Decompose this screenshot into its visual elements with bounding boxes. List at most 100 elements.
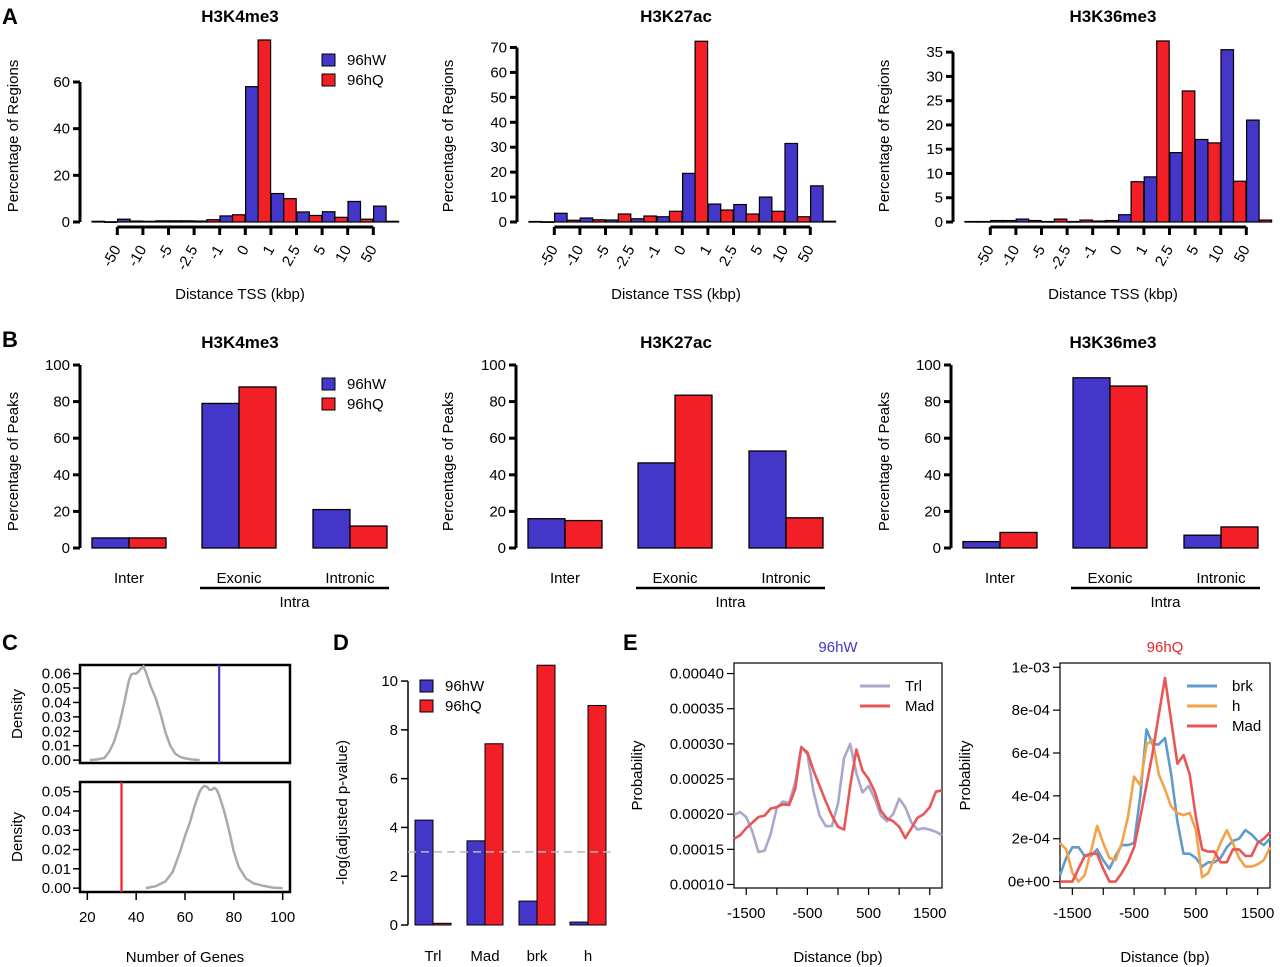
category-label: Exonic xyxy=(216,570,262,587)
x-tick-label: 10 xyxy=(1205,243,1228,266)
x-tick-label: -500 xyxy=(1119,905,1149,922)
bar-96hw xyxy=(681,172,696,223)
bar-96hw xyxy=(784,142,799,223)
bar-exonic-96hw xyxy=(201,402,240,549)
bar-96hq xyxy=(668,210,683,223)
bar-96hq xyxy=(1181,90,1196,223)
y-tick-label: 0.00040 xyxy=(670,666,724,683)
y-tick-label: 0.00030 xyxy=(670,736,724,753)
x-tick-label: -500 xyxy=(792,905,822,922)
bar-intronic-96hq xyxy=(1220,526,1259,549)
x-axis-title: Distance TSS (kbp) xyxy=(611,286,741,303)
y-tick-label: 60 xyxy=(53,74,70,91)
bar-96hq xyxy=(694,40,709,223)
series-line-brk xyxy=(1058,728,1271,876)
bar-trl-96hw xyxy=(414,819,434,926)
bar-96hw xyxy=(193,220,208,223)
panel-letter-d: D xyxy=(333,630,349,655)
bar-inter-96hq xyxy=(564,519,603,549)
bar-96hq xyxy=(155,220,169,223)
y-tick-label: 0 xyxy=(499,214,507,231)
bar-96hq xyxy=(822,220,837,223)
y-tick-label: 4e-04 xyxy=(1012,788,1050,805)
bar-exonic-96hw xyxy=(637,462,676,549)
bar-96hq xyxy=(1258,219,1273,223)
y-tick-label: 40 xyxy=(924,467,941,484)
series-line-mad xyxy=(733,746,943,840)
bar-96hq xyxy=(1130,181,1145,223)
chart-title: H3K36me3 xyxy=(1070,7,1157,26)
x-tick-label: 80 xyxy=(225,909,242,926)
bar-intronic-96hw xyxy=(748,450,787,549)
y-axis-title: Probability xyxy=(957,740,974,811)
category-label: Inter xyxy=(114,570,144,587)
y-axis-title: Percentage of Regions xyxy=(876,60,893,213)
bar-96hq xyxy=(617,213,632,223)
plot-frame xyxy=(78,780,292,894)
y-tick-label: 2e-04 xyxy=(1012,831,1050,848)
legend-label: 96hQ xyxy=(445,698,482,715)
x-tick-label: -10 xyxy=(562,243,588,270)
bar-96hq xyxy=(308,214,323,223)
x-tick-label: -2.5 xyxy=(1047,243,1075,274)
bar-96hw xyxy=(707,203,722,223)
x-tick-label: -50 xyxy=(99,243,125,270)
legend-label: 96hQ xyxy=(347,396,384,413)
y-tick-label: 0 xyxy=(933,540,941,557)
panel-letter-a: A xyxy=(2,4,18,29)
y-tick-label: 0.00 xyxy=(42,880,71,897)
bar-96hq xyxy=(129,220,144,223)
bar-96hw xyxy=(1117,214,1132,223)
legend-swatch-96hw xyxy=(321,53,336,67)
y-tick-label: 5 xyxy=(935,190,943,207)
chart-motif-distance-96hw: 96hW 0.00010 0.00015 0.00020 0.00025 0.00030 0… xyxy=(629,639,946,966)
chart-h3k4me3-peaks: H3K4me3 Percentage of Peaks 0 20 40 60 80 100 In… xyxy=(5,333,389,611)
bar-inter-96hw xyxy=(91,537,130,549)
legend-swatch-96hq xyxy=(419,699,434,713)
bar-inter-96hw xyxy=(962,540,1001,549)
y-tick-label: 0.00 xyxy=(42,752,71,769)
x-tick-label: 1500 xyxy=(1241,905,1274,922)
y-axis-title: Percentage of Peaks xyxy=(876,392,893,531)
bar-96hq xyxy=(283,198,297,223)
bar-96hw xyxy=(347,200,362,223)
category-label: Trl xyxy=(425,948,442,965)
bar-96hq xyxy=(180,220,195,223)
legend-label: brk xyxy=(1232,678,1253,695)
y-tick-label: 80 xyxy=(489,394,506,411)
y-tick-label: 20 xyxy=(53,503,70,520)
bar-96hw xyxy=(1041,220,1055,223)
y-tick-label: 40 xyxy=(53,467,70,484)
bar-96hw xyxy=(964,220,979,223)
chart-title: 96hW xyxy=(818,639,858,656)
x-tick-label: -2.5 xyxy=(174,243,202,274)
x-tick-label: 50 xyxy=(795,243,818,266)
bar-96hw xyxy=(321,211,336,223)
y-tick-label: 0.04 xyxy=(42,803,71,820)
bar-96hw xyxy=(1169,151,1183,223)
chart-h3k36me3-peaks: H3K36me3 Percentage of Peaks 0 20 40 60 80 100 I… xyxy=(876,333,1260,611)
bar-intronic-96hw xyxy=(1183,534,1222,549)
x-tick-label: -5 xyxy=(1028,243,1049,263)
bar-96hw xyxy=(1143,176,1158,223)
bar-exonic-96hw xyxy=(1072,377,1111,549)
x-tick-label: -1 xyxy=(643,243,664,263)
bar-96hw xyxy=(1245,119,1260,223)
bar-h-96hq xyxy=(587,704,607,926)
bar-exonic-96hq xyxy=(1109,385,1148,549)
bar-96hw xyxy=(219,215,234,223)
y-tick-label: 40 xyxy=(53,121,70,138)
y-axis-title: Percentage of Regions xyxy=(440,60,457,213)
bar-96hw xyxy=(989,219,1004,223)
y-tick-label: 0 xyxy=(498,540,506,557)
density-curve xyxy=(145,784,283,890)
y-tick-label: 100 xyxy=(916,357,941,374)
y-tick-label: 0.00025 xyxy=(670,771,724,788)
chart-title: H3K4me3 xyxy=(201,333,279,352)
bar-96hw xyxy=(656,216,671,223)
bar-inter-96hq xyxy=(128,537,167,549)
y-tick-label: 60 xyxy=(489,430,506,447)
y-tick-label: 0.03 xyxy=(42,822,71,839)
y-tick-label: 0 xyxy=(390,917,398,934)
bar-96hq xyxy=(359,218,374,223)
